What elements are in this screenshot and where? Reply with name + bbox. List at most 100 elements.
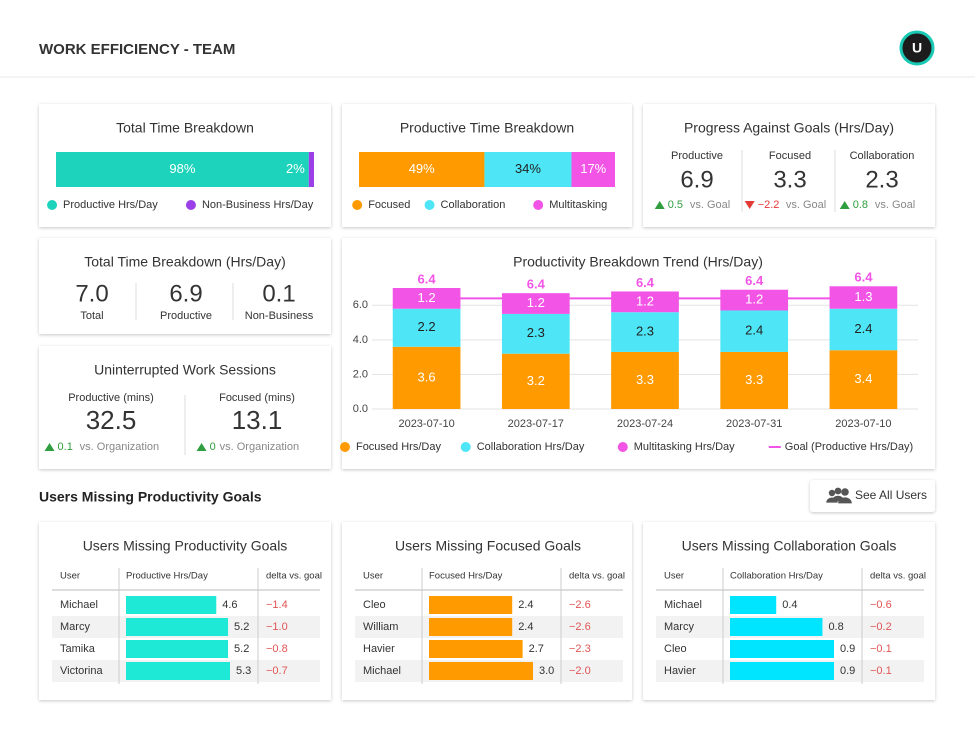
button-icon[interactable] [831, 495, 845, 502]
bar-segment [611, 291, 679, 313]
kpi-value: 6.9 [169, 280, 202, 307]
cell-delta: −1.4 [266, 599, 288, 611]
cell-value: 0.9 [840, 665, 855, 677]
cell-user: William [363, 621, 398, 633]
bar-segment [484, 152, 572, 187]
cell-value: 3.0 [539, 665, 554, 677]
cell-user: Marcy [664, 621, 694, 633]
legend-dot [424, 200, 435, 210]
x-tick-label: 2023-07-10 [835, 418, 891, 430]
cell-value: 0.9 [840, 643, 855, 655]
kpi-label: Focused (mins) [219, 392, 295, 404]
kpi-value: 32.5 [86, 405, 137, 435]
cell-user: Cleo [363, 599, 386, 611]
value-label: 3.3 [636, 372, 654, 387]
column-header: Collaboration Hrs/Day [730, 571, 823, 582]
column-header: delta vs. goal [870, 571, 926, 582]
delta-caption: vs. Goal [875, 199, 915, 211]
total-label: 6.4 [418, 271, 437, 286]
value-label: 1.2 [636, 293, 654, 308]
bar-segment [392, 308, 461, 347]
cell-delta: −2.6 [569, 621, 591, 633]
cell-user: Havier [363, 643, 395, 655]
delta-value: 0.8 [853, 199, 868, 211]
legend-dot [339, 442, 350, 452]
value-label: 3.2 [527, 373, 545, 388]
kpi-label: Non-Business [245, 310, 314, 322]
column-header: Focused Hrs/Day [429, 571, 503, 582]
column-header: User [664, 571, 684, 582]
delta-caption: vs. Goal [786, 199, 826, 211]
legend-label: Goal (Productive Hrs/Day) [785, 441, 913, 453]
bar-segment [720, 310, 789, 352]
bar-segment [56, 152, 309, 187]
legend-dot [460, 442, 471, 452]
bar-segment [501, 293, 570, 314]
delta-arrow [839, 201, 850, 209]
cell-delta: −2.3 [569, 643, 591, 655]
chart-title: Productivity Breakdown Trend (Hrs/Day) [513, 254, 763, 270]
legend-dot [185, 200, 196, 210]
legend-label: Collaboration [441, 199, 506, 211]
column-header: delta vs. goal [569, 571, 625, 582]
legend-dot [47, 200, 58, 210]
table-bar [126, 640, 229, 658]
table-bar [429, 662, 533, 680]
bar-segment [501, 353, 570, 409]
cell-delta: −0.1 [870, 643, 892, 655]
x-tick-label: 2023-07-31 [726, 418, 782, 430]
cell-value: 5.2 [234, 621, 249, 633]
cell-user: Michael [363, 665, 401, 677]
bar-segment [611, 351, 679, 409]
cell-delta: −2.6 [569, 599, 591, 611]
table-bar [730, 640, 834, 658]
kpi-value: 7.0 [75, 280, 108, 307]
bar-segment [720, 351, 789, 409]
value-label: 49% [409, 161, 435, 176]
card-title: Users Missing Productivity Goals [83, 538, 288, 554]
value-label: 3.3 [745, 372, 763, 387]
cell-delta: −0.7 [266, 665, 288, 677]
column-header: Productive Hrs/Day [126, 571, 208, 582]
table-bar [429, 596, 513, 614]
delta-value: 0 [210, 441, 216, 453]
y-tick-label: 2.0 [353, 368, 368, 380]
value-label: 2.3 [527, 325, 545, 340]
bar-segment [829, 308, 898, 351]
legend-label: Collaboration Hrs/Day [477, 441, 585, 453]
delta-value: 0.1 [58, 441, 73, 453]
bar-segment [571, 152, 615, 187]
card-title: Total Time Breakdown (Hrs/Day) [84, 254, 286, 270]
page-title: WORK EFFICIENCY - TEAM [39, 41, 235, 58]
delta-arrow [654, 201, 665, 209]
kpi-value: 0.1 [262, 280, 295, 307]
y-tick-label: 4.0 [353, 334, 368, 346]
cell-delta: −0.8 [266, 643, 288, 655]
value-label: 34% [515, 161, 541, 176]
table-bar [429, 618, 513, 636]
y-tick-label: 0.0 [353, 403, 368, 415]
avatar[interactable] [899, 30, 935, 66]
cell-delta: −1.0 [266, 621, 288, 633]
button-label[interactable]: See All Users [855, 488, 927, 502]
legend-dot [533, 200, 544, 210]
column-header: User [363, 571, 383, 582]
cell-delta: −0.2 [870, 621, 892, 633]
button-icon[interactable] [841, 488, 849, 496]
x-tick-label: 2023-07-24 [617, 418, 673, 430]
total-label: 6.4 [745, 273, 764, 288]
see-all-button[interactable] [810, 480, 935, 512]
legend-dot [352, 200, 363, 210]
button-icon[interactable] [828, 489, 836, 497]
table-bar [126, 618, 229, 636]
card [39, 238, 331, 334]
avatar-initial[interactable]: U [912, 40, 922, 56]
chart-title: Productive Time Breakdown [400, 120, 574, 136]
value-label: 1.2 [527, 295, 545, 310]
cell-value: 5.3 [236, 665, 251, 677]
delta-arrow [744, 201, 755, 209]
kpi-label: Productive [671, 150, 723, 162]
button-icon[interactable] [834, 487, 842, 495]
y-tick-label: 6.0 [353, 299, 368, 311]
